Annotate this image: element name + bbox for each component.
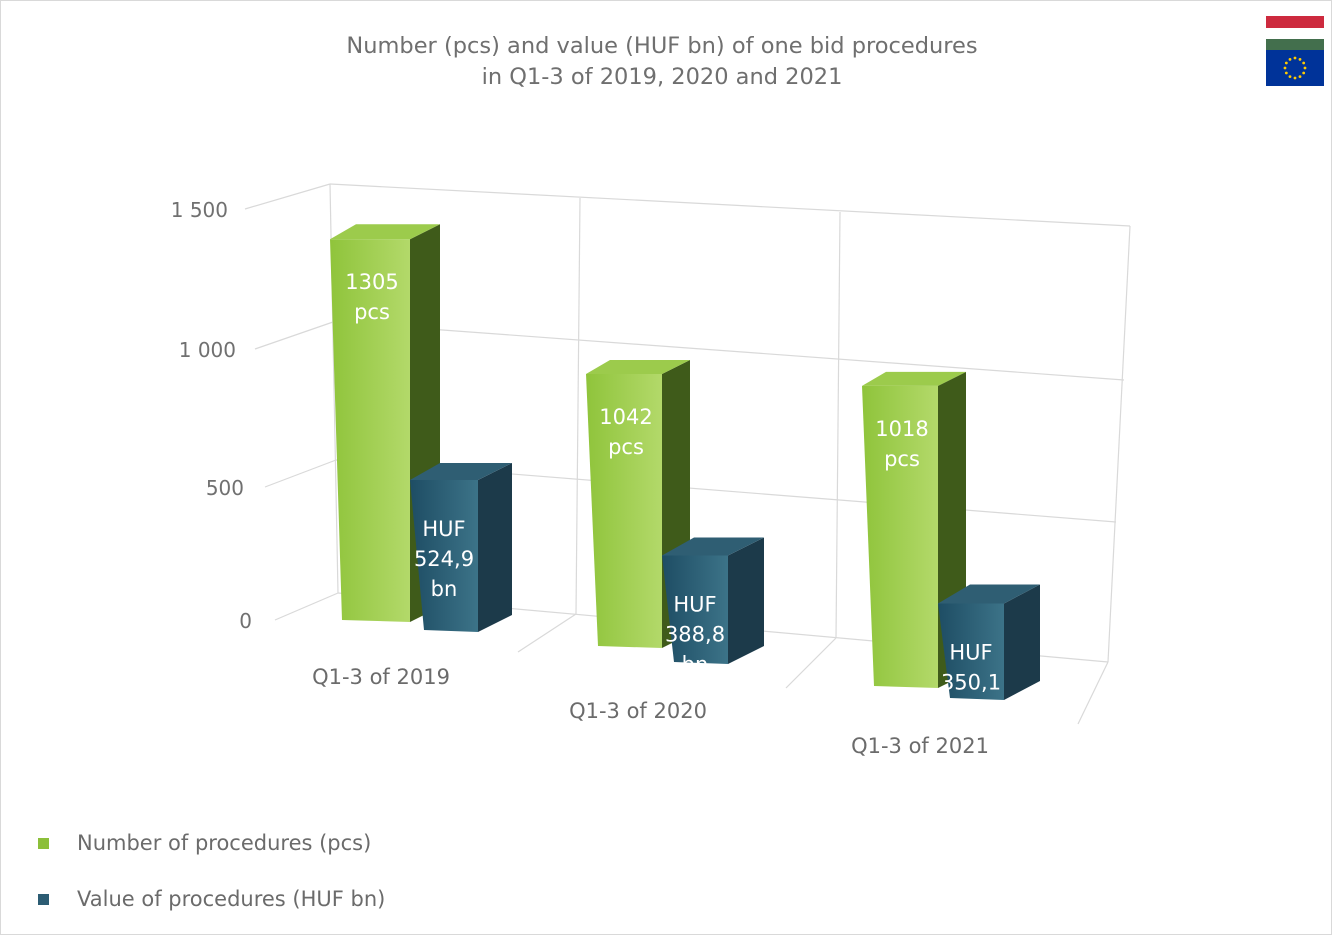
bar-value-front [662,555,728,664]
floor-divider [785,637,837,689]
bar-data-label: pcs [608,435,644,459]
bar-value-top [938,584,1040,604]
bar-data-label: HUF [949,640,992,664]
bar-number-front [586,374,662,648]
eu-star [1298,57,1302,61]
bar-data-label: 524,9 [414,547,474,571]
eu-star [1288,57,1292,61]
eu-star [1293,76,1297,80]
bar-data-label: HUF [422,517,465,541]
legend-label-value: Value of procedures (HUF bn) [77,887,386,911]
bar-number-top [586,360,690,374]
bar-value-front [938,603,1004,700]
gridline-side [264,459,337,488]
bar-number-front [330,239,410,622]
flag-eu-field [1266,50,1324,86]
x-axis: Q1-3 of 2019 Q1-3 of 2020 Q1-3 of 2021 [312,665,989,758]
bar-value-top [662,537,764,556]
bar-data-label: HUF [673,592,716,616]
floor-divider [1077,661,1109,725]
bar-data-label: pcs [354,300,390,324]
bar-data-label: 1305 [345,270,398,294]
bar-number-top [330,224,440,240]
bar-value-top [410,463,512,480]
bar-data-label: pcs [884,447,920,471]
floor-divider [517,613,577,653]
legend-swatch-green [38,837,49,849]
gridline-side [254,321,334,350]
eu-star [1283,66,1287,70]
back-wall-divider [835,211,841,639]
bar-data-label: bn [958,700,985,724]
y-tick-label: 500 [206,476,244,500]
eu-star [1298,75,1302,79]
bar-value-side [1004,584,1040,700]
chart-title-line-1: Number (pcs) and value (HUF bn) of one b… [346,33,978,59]
bar-number-top [862,371,966,386]
back-wall-right-edge [1107,225,1131,663]
gridline-back [329,183,1131,227]
eu-star [1284,71,1288,75]
eu-star [1302,71,1306,75]
flag-green-stripe [1266,39,1324,50]
legend-swatch-blue [38,893,49,905]
eu-star [1288,75,1292,79]
eu-star [1284,61,1288,65]
bar-value-side [728,537,764,664]
y-tick-label: 1 000 [179,338,236,362]
bar-data-label: 1018 [875,417,928,441]
legend-item-number: Number of procedures (pcs) [38,829,371,857]
flag-red-stripe [1266,16,1324,28]
eu-star [1302,61,1306,65]
legend-item-value: Value of procedures (HUF bn) [38,885,385,913]
bar-number-front [862,385,938,688]
bar-value-side [478,463,512,632]
eu-stars [1283,56,1307,80]
hungary-eu-flag-icon [1266,16,1324,86]
bar-data-label: bn [682,652,709,676]
x-category-label: Q1-3 of 2021 [851,734,989,758]
bar-data-label: 388,8 [665,622,725,646]
bar-data-label: bn [431,577,458,601]
x-category-label: Q1-3 of 2019 [312,665,450,689]
x-category-label: Q1-3 of 2020 [569,699,707,723]
legend-label-number: Number of procedures (pcs) [77,831,372,855]
y-axis: 0 500 1 000 1 500 [171,198,252,633]
flag-white-stripe [1266,28,1324,39]
eu-star [1293,56,1297,60]
eu-star [1303,66,1307,70]
chart-title-line-2: in Q1-3 of 2019, 2020 and 2021 [481,64,843,90]
gridline-side [244,183,331,210]
bar-data-label: 1042 [599,405,652,429]
bars: 1305 pcs HUF 524,9 bn 1042 pcs HUF 388,8 bn 1018 pc… [330,224,1040,724]
bar-value-front [410,480,478,632]
y-tick-label: 0 [239,609,252,633]
chart-title: Number (pcs) and value (HUF bn) of one b… [262,31,1062,93]
bar-data-label: 350,1 [941,670,1001,694]
gridline-back [332,321,1125,381]
y-tick-label: 1 500 [171,198,228,222]
back-wall-divider [575,197,581,615]
gridline-side [274,592,339,621]
